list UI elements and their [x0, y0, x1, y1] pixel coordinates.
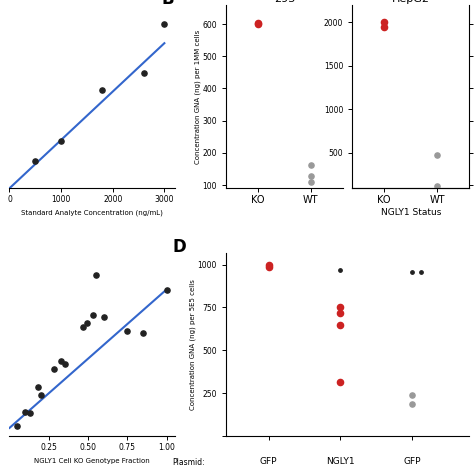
- Point: [408, 400, 416, 408]
- Point: [265, 263, 273, 270]
- Point: [31, 157, 39, 165]
- Text: D: D: [172, 238, 186, 256]
- Point: [89, 311, 97, 319]
- Point: [140, 69, 147, 77]
- Point: [337, 378, 344, 385]
- Point: [83, 319, 91, 327]
- Point: [380, 23, 388, 31]
- Point: [337, 303, 344, 310]
- Point: [307, 161, 315, 169]
- Point: [57, 137, 65, 145]
- Y-axis label: Concentration GNA (ng) per 5E5 cells: Concentration GNA (ng) per 5E5 cells: [190, 279, 196, 410]
- Point: [163, 286, 171, 294]
- Point: [99, 87, 106, 94]
- Point: [254, 19, 262, 27]
- Text: Plasmid:: Plasmid:: [172, 457, 205, 466]
- Point: [100, 313, 108, 320]
- Point: [337, 266, 344, 274]
- Point: [434, 182, 441, 190]
- X-axis label: Standard Analyte Concentration (ng/mL): Standard Analyte Concentration (ng/mL): [21, 210, 163, 216]
- Text: B: B: [162, 0, 174, 8]
- Point: [408, 392, 416, 399]
- Point: [92, 271, 100, 279]
- Y-axis label: Concentration GNA (ng) per 1MM cells: Concentration GNA (ng) per 1MM cells: [194, 29, 201, 164]
- Point: [139, 329, 147, 337]
- Point: [417, 268, 424, 275]
- Point: [21, 408, 29, 415]
- Point: [26, 409, 34, 417]
- Point: [34, 383, 42, 391]
- Point: [408, 268, 416, 275]
- Point: [14, 422, 21, 429]
- Point: [265, 261, 273, 268]
- Point: [307, 179, 315, 186]
- Point: [307, 172, 315, 180]
- Title: 293: 293: [273, 0, 295, 4]
- Point: [58, 357, 65, 365]
- Point: [434, 151, 441, 159]
- Point: [37, 392, 45, 399]
- Title: HepG2: HepG2: [392, 0, 430, 4]
- Point: [254, 20, 262, 28]
- Point: [80, 323, 87, 331]
- Point: [337, 321, 344, 328]
- Point: [380, 18, 388, 26]
- X-axis label: NGLY1 Status: NGLY1 Status: [381, 208, 441, 217]
- Point: [124, 327, 131, 335]
- Point: [50, 365, 57, 373]
- X-axis label: NGLY1 Cell KO Genotype Fraction: NGLY1 Cell KO Genotype Fraction: [34, 457, 150, 464]
- Point: [161, 20, 168, 28]
- Point: [61, 360, 68, 367]
- Point: [337, 310, 344, 317]
